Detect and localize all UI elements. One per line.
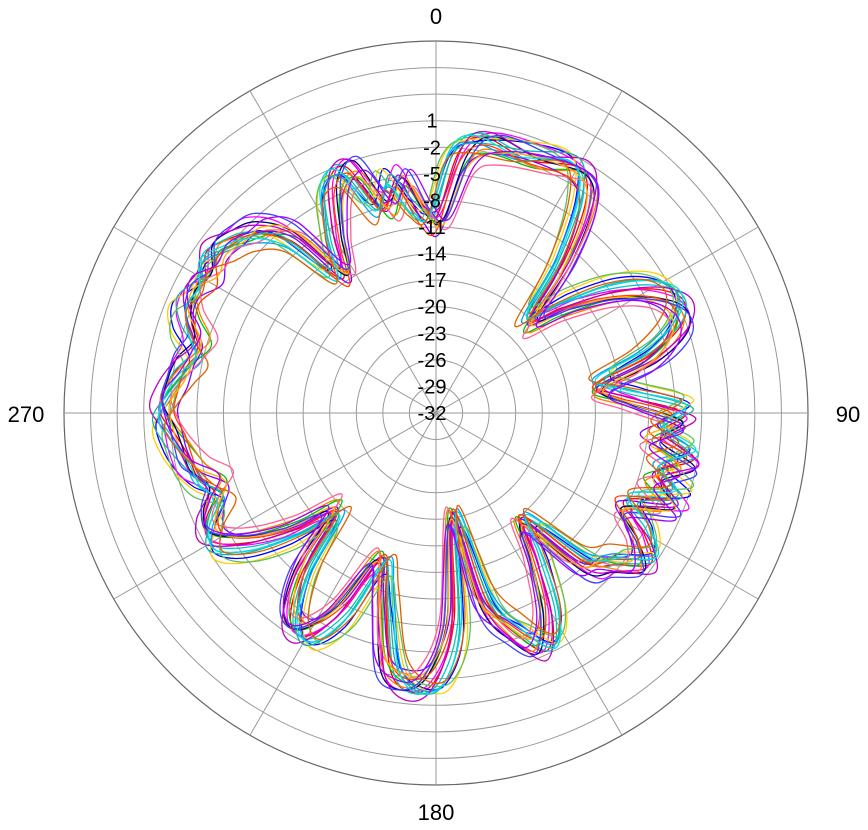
radial-tick-label: -23 xyxy=(418,323,447,345)
radial-labels: 1 -2 -5 -8 -11 -14 -17 -20 -23 -26 -29 -32 xyxy=(418,111,447,425)
series-line-12 xyxy=(161,135,695,688)
series-line-20 xyxy=(161,150,684,684)
radial-tick-label: -32 xyxy=(418,403,447,425)
angle-label-180: 180 xyxy=(418,800,455,825)
radial-tick-label: -17 xyxy=(418,270,447,292)
radial-tick-label: -8 xyxy=(423,190,441,212)
radial-tick-label: -5 xyxy=(423,164,441,186)
series-line-7 xyxy=(151,137,695,695)
grid-spoke xyxy=(435,412,759,600)
grid-spoke xyxy=(113,226,437,414)
grid-spoke xyxy=(113,412,437,600)
polar-grid xyxy=(63,40,809,786)
radial-tick-label: 1 xyxy=(426,111,437,133)
grid-spoke xyxy=(435,412,623,736)
radial-tick-label: -26 xyxy=(418,350,447,372)
radial-tick-label: -29 xyxy=(418,376,447,398)
angle-label-90: 90 xyxy=(836,402,860,427)
series-line-16 xyxy=(168,152,679,678)
grid-spoke xyxy=(249,412,437,736)
radial-tick-label: -20 xyxy=(418,297,447,319)
angle-label-0: 0 xyxy=(430,4,442,29)
angle-label-270: 270 xyxy=(8,402,45,427)
radial-tick-label: -14 xyxy=(418,244,447,266)
series-line-17 xyxy=(160,134,698,691)
series-line-19 xyxy=(163,152,682,684)
grid-spoke xyxy=(249,90,437,414)
grid-spoke xyxy=(435,90,623,414)
series-line-18 xyxy=(157,134,697,695)
radial-tick-label: -2 xyxy=(423,137,441,159)
series-line-15 xyxy=(151,142,694,695)
series-layer xyxy=(148,130,700,702)
grid-spoke xyxy=(435,226,759,414)
radial-tick-label: -11 xyxy=(418,217,445,239)
